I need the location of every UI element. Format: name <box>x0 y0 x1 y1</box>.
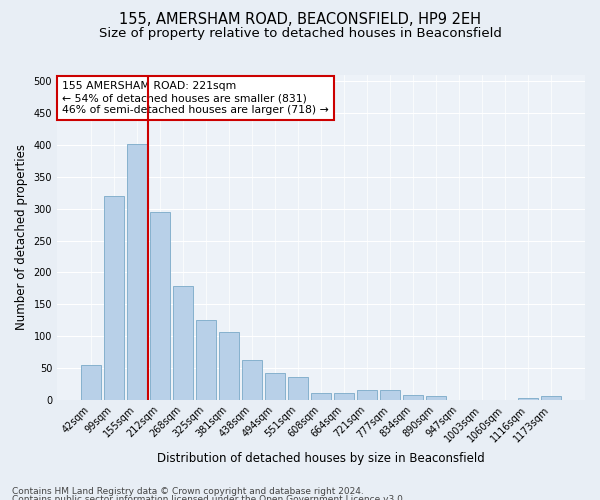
Bar <box>288 376 308 400</box>
Bar <box>81 364 101 400</box>
Text: Contains public sector information licensed under the Open Government Licence v3: Contains public sector information licen… <box>12 495 406 500</box>
Bar <box>380 390 400 400</box>
Text: Contains HM Land Registry data © Crown copyright and database right 2024.: Contains HM Land Registry data © Crown c… <box>12 488 364 496</box>
Text: 155 AMERSHAM ROAD: 221sqm
← 54% of detached houses are smaller (831)
46% of semi: 155 AMERSHAM ROAD: 221sqm ← 54% of detac… <box>62 82 329 114</box>
Bar <box>265 373 285 400</box>
Bar <box>219 332 239 400</box>
Bar <box>357 390 377 400</box>
Bar <box>311 394 331 400</box>
Bar <box>541 396 561 400</box>
Bar <box>104 196 124 400</box>
Bar <box>334 394 354 400</box>
X-axis label: Distribution of detached houses by size in Beaconsfield: Distribution of detached houses by size … <box>157 452 485 465</box>
Bar <box>403 394 423 400</box>
Bar <box>173 286 193 400</box>
Bar <box>242 360 262 400</box>
Text: 155, AMERSHAM ROAD, BEACONSFIELD, HP9 2EH: 155, AMERSHAM ROAD, BEACONSFIELD, HP9 2E… <box>119 12 481 28</box>
Bar <box>150 212 170 400</box>
Bar <box>127 144 146 400</box>
Bar <box>196 320 216 400</box>
Y-axis label: Number of detached properties: Number of detached properties <box>15 144 28 330</box>
Bar <box>427 396 446 400</box>
Text: Size of property relative to detached houses in Beaconsfield: Size of property relative to detached ho… <box>98 28 502 40</box>
Bar <box>518 398 538 400</box>
